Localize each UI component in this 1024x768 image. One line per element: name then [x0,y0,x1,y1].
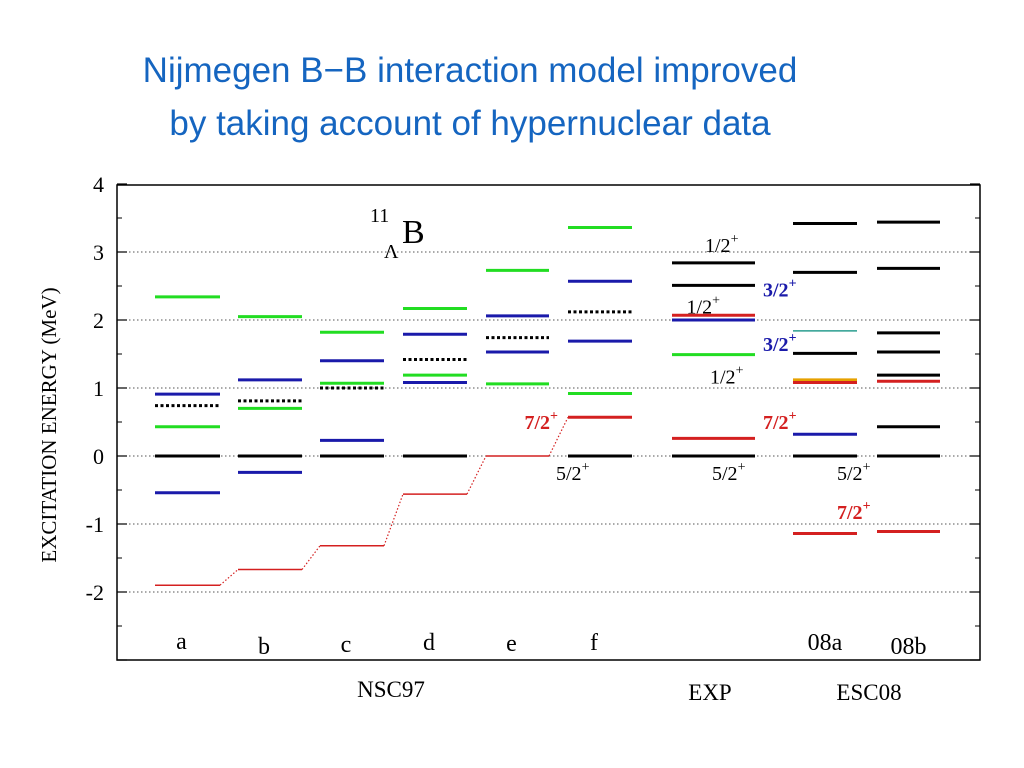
red-connector-segment [548,416,569,457]
spin-value: 3/2 [763,279,789,301]
y-tick-label: 2 [93,308,104,333]
nucleus-label: 11 Λ B [370,205,425,263]
y-axis: 4 3 2 1 0 -1 -2 [86,172,980,661]
parity-value: + [789,331,797,346]
nucleus-mass: 11 [370,205,389,227]
spin-parity-label: 7/2+ [524,409,558,434]
column-label-a: a [176,629,187,655]
red-connector-segment [383,493,404,546]
parity-value: + [738,460,746,475]
spin-parity-label: 5/2+ [712,460,746,485]
parity-value: + [863,499,871,514]
spin-value: 7/2 [524,412,550,434]
spin-parity-label: 7/2+ [837,499,871,524]
spin-parity-label: 5/2+ [556,460,590,485]
spin-value: 1/2 [687,296,713,318]
parity-value: + [582,460,590,475]
spin-value: 1/2 [705,235,731,257]
spin-value: 5/2 [556,463,582,485]
parity-value: + [789,276,797,291]
spin-value: 5/2 [837,463,863,485]
y-tick-label: 3 [93,240,104,265]
y-tick-label: 1 [93,376,104,401]
spin-parity-label: 3/2+ [763,276,797,301]
parity-value: + [550,409,558,424]
spin-parity-label: 1/2+ [710,363,744,388]
parity-value: + [736,363,744,378]
red-connector-segment [301,545,321,570]
group-label: ESC08 [836,680,901,705]
y-tick-label: 4 [93,172,104,197]
column-label-08b: 08b [891,634,927,660]
spin-value: 7/2 [763,412,789,434]
spin-parity-label: 3/2+ [763,331,797,356]
y-axis-label: EXCITATION ENERGY (MeV) [37,287,61,562]
slide-title-line2: by taking account of hypernuclear data [169,104,771,143]
spin-value: 7/2 [837,502,863,524]
column-label-d: d [423,630,435,656]
column-label-e: e [506,631,517,657]
energy-levels [155,220,940,586]
column-label-f: f [590,630,598,656]
red-connector-lines [219,416,569,586]
parity-value: + [731,232,739,247]
y-tick-label: -2 [86,580,104,605]
slide-title-line1: Nijmegen B−B interaction model improved [142,51,798,90]
y-tick-label: -1 [86,512,104,537]
y-tick-label: 0 [93,444,104,469]
red-connector-segment [466,455,487,495]
spin-value: 5/2 [712,463,738,485]
group-label: EXP [688,680,731,705]
parity-value: + [863,460,871,475]
spin-parity-label: 5/2+ [837,460,871,485]
spin-parity-label: 1/2+ [687,293,721,318]
spin-parity-label: 7/2+ [763,409,797,434]
nucleus-element: B [402,214,425,251]
parity-value: + [789,409,797,424]
column-label-c: c [341,632,352,658]
column-label-b: b [258,634,270,660]
spin-value: 1/2 [710,366,736,388]
group-label: NSC97 [357,677,425,702]
column-label-08a: 08a [808,630,843,656]
nucleus-sub: Λ [384,241,399,263]
red-connector-segment [219,569,239,586]
spin-value: 3/2 [763,334,789,356]
spin-parity-label: 1/2+ [705,232,739,257]
parity-value: + [712,293,720,308]
